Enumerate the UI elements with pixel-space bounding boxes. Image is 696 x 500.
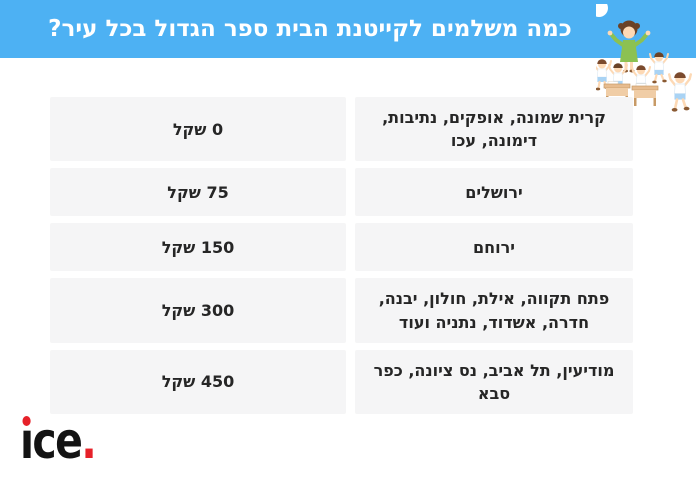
ice-logo: ıce.	[20, 416, 97, 466]
table-row: מודיעין, תל אביב, נס ציונה, כפר סבא 450 …	[50, 349, 633, 415]
price-cell: 75 שקל	[50, 168, 346, 217]
logo-period: .	[81, 412, 97, 470]
cities-cell: מודיעין, תל אביב, נס ציונה, כפר סבא	[355, 349, 633, 415]
price-cell: 300 שקל	[50, 278, 346, 343]
cities-cell: ירושלים	[355, 168, 633, 217]
teacher-figure	[607, 20, 651, 73]
cities-cell: ירוחם	[355, 223, 633, 272]
cities-cell: פתח תקווה, אילת, חולון, יבנה, חדרה, אשדו…	[355, 278, 633, 343]
price-cell: 150 שקל	[50, 223, 346, 272]
title-bar: כמה משלמים לקייטנת הבית ספר הגדול בכל עי…	[0, 0, 696, 58]
cities-cell: קרית שמונה, אופקים, נתיבות, דימונה, עכו	[355, 97, 633, 162]
price-cell: 0 שקל	[50, 97, 346, 162]
table-row: פתח תקווה, אילת, חולון, יבנה, חדרה, אשדו…	[50, 278, 633, 343]
teacher-and-children-illustration	[596, 4, 693, 112]
table-row: ירושלים 75 שקל	[50, 168, 633, 217]
logo-red-dot-icon	[22, 416, 31, 426]
child-figure	[649, 52, 669, 84]
logo-text: ıce	[20, 412, 83, 470]
child-figure	[608, 63, 628, 86]
table-row: קרית שמונה, אופקים, נתיבות, דימונה, עכו …	[50, 97, 633, 162]
child-figure	[667, 72, 693, 112]
price-cell: 450 שקל	[50, 349, 346, 415]
school-desk	[631, 83, 659, 106]
table-row: ירוחם 150 שקל	[50, 223, 633, 272]
price-table: קרית שמונה, אופקים, נתיבות, דימונה, עכו …	[50, 97, 633, 415]
page-title: כמה משלמים לקייטנת הבית ספר הגדול בכל עי…	[48, 16, 572, 42]
child-figure	[631, 65, 651, 88]
child-figure	[596, 59, 612, 91]
